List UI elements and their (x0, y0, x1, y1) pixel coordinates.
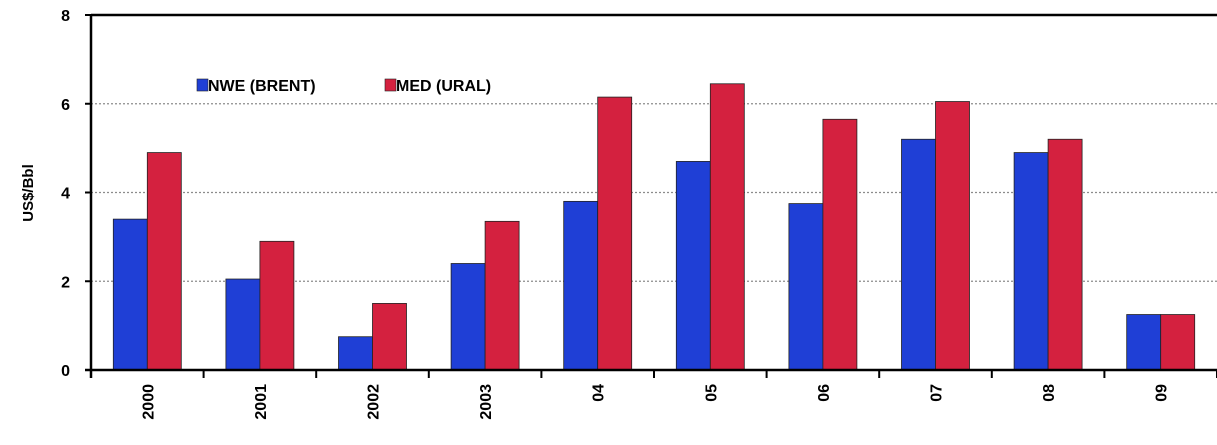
y-tick-label: 2 (61, 274, 70, 291)
bar-nwe-brent (563, 200, 599, 371)
x-tick-label: 06 (816, 384, 833, 402)
x-tick-label: 2002 (366, 384, 383, 420)
y-axis-label: US$/Bbl (20, 164, 37, 222)
legend-swatch (384, 78, 397, 92)
bar-med-ural (1160, 314, 1196, 371)
x-tick-label: 2001 (253, 384, 270, 420)
bar-nwe-brent (901, 138, 936, 371)
y-tick-label: 0 (61, 363, 70, 380)
x-tick-label: 05 (703, 384, 720, 402)
bar-med-ural (709, 83, 745, 371)
x-tick-label: 09 (1154, 384, 1171, 402)
legend-label: NWE (BRENT) (208, 78, 316, 95)
bar-nwe-brent (112, 218, 148, 371)
x-tick-label: 08 (1041, 384, 1058, 402)
x-tick-labels: 2000 2001 2002 2003 04 05 06 07 08 09 (140, 384, 1170, 420)
bar-nwe-brent (225, 278, 261, 371)
bar-med-ural (146, 152, 182, 371)
y-tick-label: 4 (61, 186, 70, 203)
y-tick-label: 8 (61, 8, 70, 25)
bar-nwe-brent (675, 161, 711, 371)
bar-nwe-brent (338, 336, 373, 371)
bar-med-ural (484, 220, 520, 371)
axes (85, 13, 1217, 378)
x-tick-label: 04 (591, 384, 608, 402)
legend: NWE (BRENT) MED (URAL) (196, 78, 491, 95)
bar-nwe-brent (450, 263, 486, 371)
bar-nwe-brent (1013, 152, 1049, 371)
bar-med-ural (259, 240, 295, 371)
legend-label: MED (URAL) (396, 78, 491, 95)
y-tick-label: 6 (61, 97, 70, 114)
x-tick-label: 2003 (478, 384, 495, 420)
bars (112, 83, 1196, 371)
bar-med-ural (822, 118, 858, 371)
x-tick-label: 2000 (140, 384, 157, 420)
x-tick-label: 07 (929, 384, 946, 402)
bar-med-ural (597, 96, 633, 371)
legend-swatch (196, 78, 209, 92)
bar-nwe-brent (1126, 314, 1162, 371)
bar-med-ural (372, 303, 407, 371)
y-tick-labels: 0 2 4 6 8 (61, 8, 70, 380)
bar-med-ural (935, 101, 970, 371)
bar-med-ural (1047, 138, 1083, 371)
bar-nwe-brent (788, 203, 824, 371)
